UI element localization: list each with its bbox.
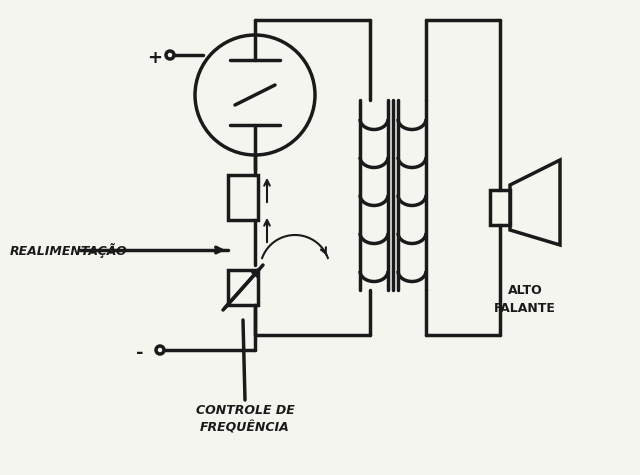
Bar bbox=[490, 190, 510, 225]
Text: -: - bbox=[136, 344, 144, 362]
Text: +: + bbox=[147, 49, 163, 67]
Text: FALANTE: FALANTE bbox=[494, 302, 556, 314]
Text: FREQUÊNCIA: FREQUÊNCIA bbox=[200, 421, 290, 435]
Text: CONTROLE DE: CONTROLE DE bbox=[196, 403, 294, 417]
Text: ALTO: ALTO bbox=[508, 284, 542, 296]
Bar bbox=[228, 175, 258, 220]
Bar bbox=[228, 270, 258, 305]
Text: REALIMENTAÇÃO: REALIMENTAÇÃO bbox=[10, 243, 127, 257]
